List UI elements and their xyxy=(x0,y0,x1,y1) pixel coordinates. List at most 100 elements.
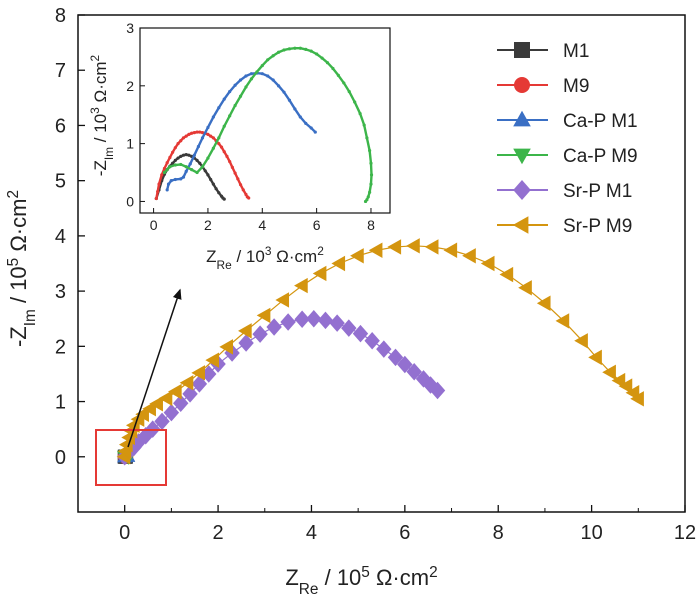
inset-x-axis-label: ZRe / 103 Ω·cm2 xyxy=(206,244,324,272)
inset-data-point xyxy=(233,103,237,108)
zoom-arrow xyxy=(127,288,182,448)
inset-data-point xyxy=(171,150,175,154)
inset-data-point xyxy=(260,63,264,68)
inset-y-tick-label: 3 xyxy=(126,20,134,36)
legend-label: M9 xyxy=(563,76,589,97)
data-point xyxy=(618,378,633,394)
inset-data-point xyxy=(192,131,196,135)
inset-data-point xyxy=(304,121,308,125)
y-tick-label: 2 xyxy=(55,336,66,358)
legend-marker xyxy=(513,110,531,127)
data-point xyxy=(406,362,422,381)
inset-data-point xyxy=(230,165,234,169)
zoom-region-box xyxy=(95,429,167,486)
inset-data-point xyxy=(173,163,177,167)
inset-data-point xyxy=(214,187,218,191)
inset-data-point xyxy=(169,179,173,183)
data-point xyxy=(182,385,198,403)
inset-data-point xyxy=(276,50,281,54)
data-point xyxy=(329,314,345,332)
inset-data-point xyxy=(276,84,281,88)
x-tick-label: 2 xyxy=(213,522,224,544)
inset-data-point xyxy=(287,47,292,51)
data-point xyxy=(387,348,404,367)
inset-series-ca-p-m9 xyxy=(162,46,374,204)
inset-data-point xyxy=(287,98,292,102)
inset-data-point xyxy=(233,83,237,87)
inset-data-point xyxy=(206,173,210,177)
inset-data-point xyxy=(162,166,167,171)
legend-item: Ca-P M9 xyxy=(497,146,638,167)
inset-data-point xyxy=(200,136,205,140)
inset-data-point xyxy=(228,114,232,118)
data-point xyxy=(376,340,392,358)
inset-data-point xyxy=(369,182,373,186)
data-point xyxy=(518,280,532,296)
inset-data-point xyxy=(249,72,254,76)
legend-marker xyxy=(513,148,531,165)
inset-data-point xyxy=(209,177,213,182)
data-point xyxy=(341,319,357,337)
legend-item: M9 xyxy=(497,76,589,97)
inset-data-point xyxy=(244,192,248,197)
data-point xyxy=(238,334,254,352)
y-tick-label: 3 xyxy=(55,281,66,303)
inset-data-point xyxy=(293,46,297,50)
data-point xyxy=(499,266,514,283)
inset-data-point xyxy=(211,136,215,140)
inset-data-point xyxy=(233,171,237,175)
inset-data-point xyxy=(187,132,191,136)
data-point xyxy=(201,365,217,383)
legend-label: Ca-P M1 xyxy=(563,111,638,132)
legend-label: Sr-P M9 xyxy=(563,216,632,237)
data-point xyxy=(555,313,570,329)
data-point xyxy=(154,412,170,431)
inset-data-point xyxy=(156,190,160,194)
inset-data-point xyxy=(211,182,215,186)
inset-data-point xyxy=(190,131,194,135)
inset-data-point xyxy=(206,125,210,130)
data-point xyxy=(191,365,205,381)
inset-data-point xyxy=(165,188,169,192)
data-point xyxy=(397,355,413,374)
data-point xyxy=(275,292,290,308)
inset-data-point xyxy=(181,153,186,157)
y-tick-label: 4 xyxy=(55,226,66,248)
inset-data-point xyxy=(211,146,215,150)
inset-data-point xyxy=(225,154,229,158)
inset-data-point xyxy=(266,58,270,62)
inset-data-point xyxy=(196,144,201,149)
data-point xyxy=(256,307,271,324)
data-point xyxy=(602,364,616,380)
x-tick-label: 10 xyxy=(580,522,602,544)
inset-data-point xyxy=(179,177,183,181)
inset-y-tick-label: 1 xyxy=(126,136,134,152)
inset-series-m9 xyxy=(154,130,251,201)
inset-data-point xyxy=(206,156,210,160)
inset-data-point xyxy=(222,97,226,101)
inset-data-point xyxy=(217,106,221,110)
inset-data-point xyxy=(200,131,205,135)
inset-frame xyxy=(139,27,391,214)
inset-series-ca-p-m1 xyxy=(165,71,317,192)
inset-data-point xyxy=(238,78,243,82)
inset-data-point xyxy=(173,177,177,182)
data-point xyxy=(219,339,234,355)
inset-data-point xyxy=(298,46,302,50)
inset-data-point xyxy=(190,168,194,172)
inset-data-point xyxy=(162,170,167,175)
legend-marker xyxy=(513,180,531,200)
inset-data-point xyxy=(271,78,275,82)
data-point xyxy=(158,390,173,406)
inset-data-point xyxy=(320,56,324,60)
data-point xyxy=(331,255,346,272)
legend-marker xyxy=(514,42,530,58)
inset-data-point xyxy=(369,161,373,165)
y-tick-label: 5 xyxy=(55,171,66,193)
inset-data-point xyxy=(309,49,313,53)
data-point xyxy=(294,277,308,294)
data-point xyxy=(462,248,476,264)
inset-data-point xyxy=(271,54,275,58)
inset-data-point xyxy=(282,48,286,52)
